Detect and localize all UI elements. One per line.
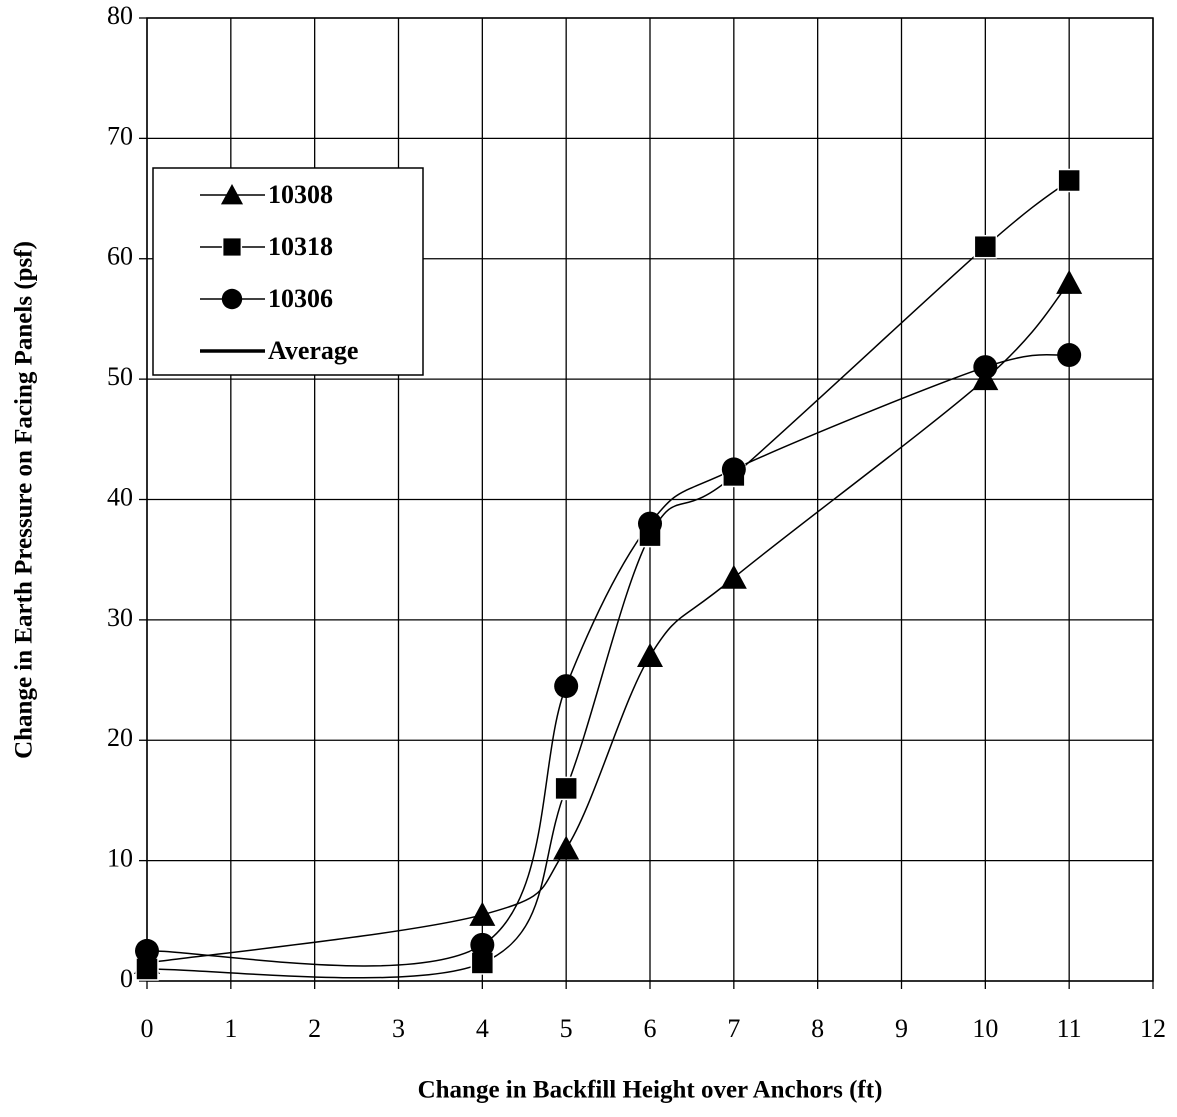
marker xyxy=(973,234,998,259)
x-tick-label: 7 xyxy=(727,1014,740,1043)
x-tick-label: 6 xyxy=(644,1014,657,1043)
series-line xyxy=(146,353,1070,967)
y-tick-label: 50 xyxy=(107,362,133,391)
x-axis-title: Change in Backfill Height over Anchors (… xyxy=(418,1077,883,1104)
marker xyxy=(470,932,495,957)
x-tick-label: 9 xyxy=(895,1014,908,1043)
x-tick-label: 3 xyxy=(392,1014,405,1043)
x-tick-label: 2 xyxy=(308,1014,321,1043)
marker xyxy=(973,355,998,380)
legend-box xyxy=(152,167,424,376)
marker xyxy=(554,674,579,699)
marker xyxy=(553,835,580,860)
y-tick-label: 60 xyxy=(107,242,133,271)
y-axis-title: Change in Earth Pressure on Facing Panel… xyxy=(11,241,38,759)
x-tick-label: 4 xyxy=(476,1014,489,1043)
y-tick-label: 10 xyxy=(107,844,133,873)
y-tick-label: 70 xyxy=(107,121,133,150)
series-line xyxy=(146,179,1070,979)
marker xyxy=(554,776,578,801)
y-tick-label: 30 xyxy=(107,603,133,632)
legend-label: 10306 xyxy=(268,284,333,313)
y-tick-label: 80 xyxy=(107,1,133,30)
y-tick-label: 0 xyxy=(120,964,133,993)
x-tick-label: 5 xyxy=(560,1014,573,1043)
marker xyxy=(637,642,663,668)
legend-marker xyxy=(220,183,244,205)
y-tick-label: 20 xyxy=(107,723,133,752)
x-tick-label: 11 xyxy=(1057,1014,1082,1043)
x-tick-label: 12 xyxy=(1140,1014,1166,1043)
marker xyxy=(1056,269,1083,294)
x-tick-label: 0 xyxy=(141,1014,154,1043)
x-tick-label: 1 xyxy=(224,1014,237,1043)
legend-label: Average xyxy=(268,336,358,365)
marker xyxy=(1057,343,1082,368)
marker xyxy=(1057,168,1081,193)
legend-label: 10318 xyxy=(268,232,333,261)
y-tick-label: 40 xyxy=(107,482,133,511)
legend-label: 10308 xyxy=(268,180,333,209)
x-tick-label: 10 xyxy=(972,1014,998,1043)
marker xyxy=(135,938,159,963)
marker xyxy=(720,564,747,589)
marker xyxy=(721,457,746,482)
legend-marker xyxy=(221,236,243,258)
legend-marker xyxy=(221,288,243,310)
marker xyxy=(469,901,496,926)
x-tick-label: 8 xyxy=(811,1014,824,1043)
plot-frame xyxy=(146,17,1154,982)
marker xyxy=(638,511,662,536)
